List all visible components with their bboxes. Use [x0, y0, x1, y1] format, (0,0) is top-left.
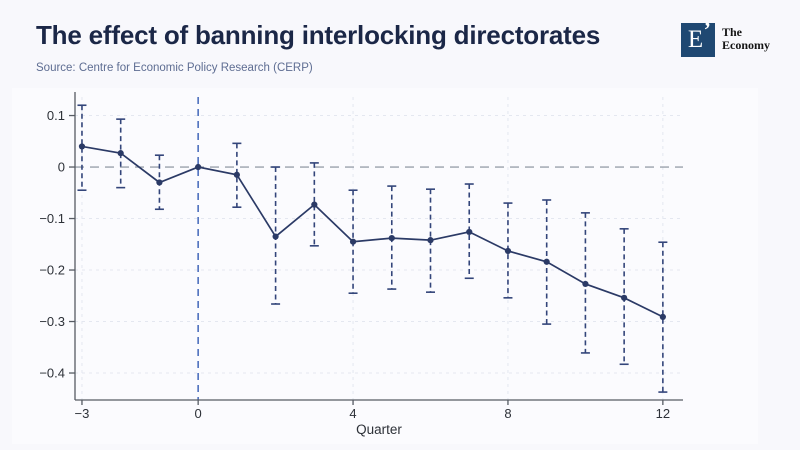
y-tick-label: 0.1 — [47, 108, 65, 123]
data-points — [78, 143, 666, 320]
logo-quote-mark: ’ — [703, 17, 711, 42]
economy-logo: E ’ The Economy — [681, 17, 770, 57]
y-tick-label: 0 — [58, 160, 65, 175]
estimate-line — [81, 145, 664, 318]
x-tick-label: 12 — [656, 406, 670, 421]
data-point — [78, 143, 86, 150]
y-tick-label: −0.4 — [39, 366, 65, 381]
data-point — [311, 201, 318, 208]
data-point — [621, 294, 628, 301]
x-tick-label: 8 — [504, 406, 511, 421]
data-point — [195, 163, 202, 171]
x-tick-label: −3 — [75, 406, 90, 421]
data-point — [156, 179, 163, 186]
x-axis-title: Quarter — [356, 422, 402, 437]
data-point — [427, 237, 434, 244]
data-point — [582, 280, 589, 288]
logo-wordmark: The Economy — [722, 26, 770, 52]
logo-letter: E — [687, 26, 704, 53]
chart-panel — [12, 88, 758, 444]
source-note: Source: Centre for Economic Policy Resea… — [36, 62, 313, 74]
economy-logo-icon: E ’ — [681, 17, 715, 57]
y-tick-label: −0.3 — [39, 314, 65, 329]
data-point — [233, 171, 240, 178]
logo-wordmark-line2: Economy — [722, 38, 770, 52]
data-point — [504, 247, 512, 255]
logo-wordmark-line1: The — [722, 25, 743, 39]
x-tick-label: 4 — [349, 406, 356, 421]
data-point — [117, 150, 124, 157]
data-point — [543, 258, 550, 265]
data-point — [349, 238, 357, 245]
data-point — [272, 233, 279, 240]
y-tick-label: −0.1 — [39, 211, 65, 226]
y-tick-label: −0.2 — [39, 263, 65, 278]
data-point — [466, 228, 473, 236]
page-title: The effect of banning interlocking direc… — [36, 20, 601, 50]
x-tick-label: 0 — [195, 406, 202, 421]
data-point — [388, 234, 395, 242]
data-point — [659, 313, 666, 320]
